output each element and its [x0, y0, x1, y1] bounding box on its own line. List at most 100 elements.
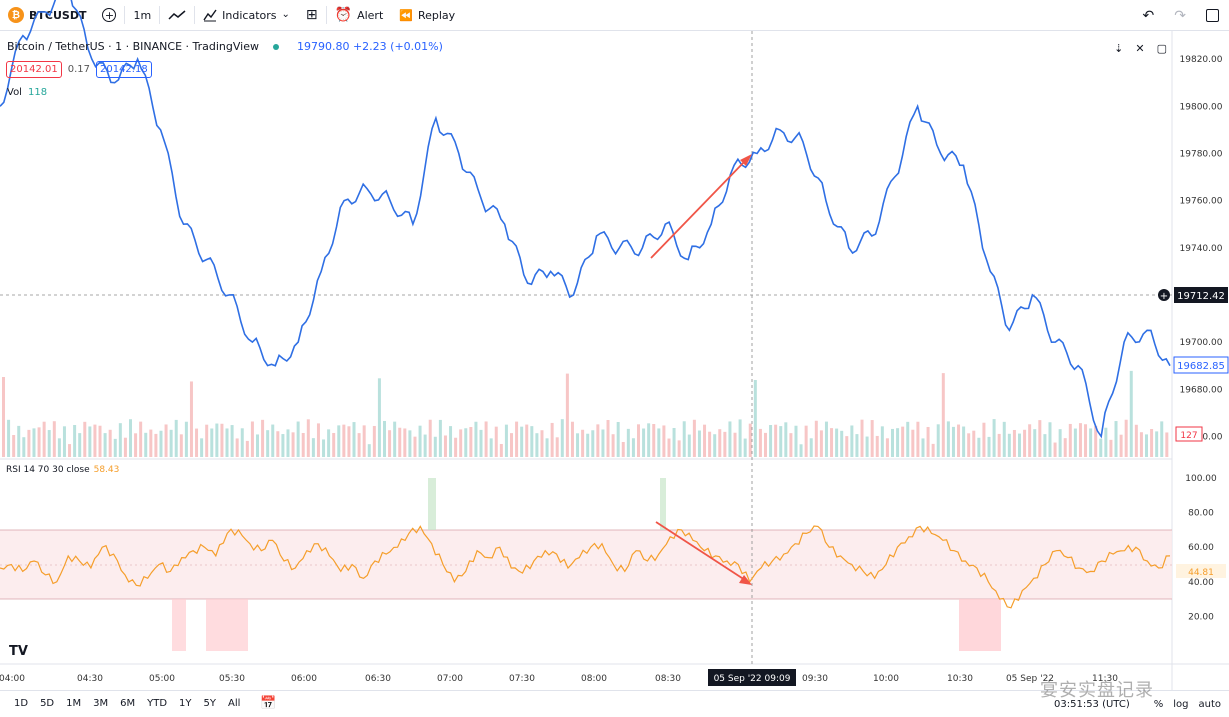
maximize-icon[interactable]: ▢: [1156, 42, 1167, 55]
sell-button[interactable]: 20142.01: [6, 61, 62, 78]
volume-bar: [784, 422, 788, 457]
volume-bar: [1012, 429, 1016, 457]
volume-bar: [951, 426, 955, 457]
volume-bar: [286, 429, 290, 457]
volume-bar: [570, 421, 574, 457]
range-button-all[interactable]: All: [228, 698, 241, 709]
volume-bar: [469, 426, 473, 457]
volume-bar: [637, 424, 640, 457]
volume-bar: [535, 433, 539, 457]
move-down-icon[interactable]: ⇣: [1114, 42, 1124, 55]
auto-toggle[interactable]: auto: [1198, 698, 1221, 710]
price-quote: 19790.80 +2.23 (+0.01%): [296, 40, 443, 53]
range-button-5d[interactable]: 5D: [40, 698, 55, 709]
volume-bar: [1063, 438, 1067, 457]
spread-value: 0.17: [67, 64, 90, 75]
volume-bar: [1002, 421, 1006, 457]
layouts-button[interactable]: ⊞: [298, 0, 326, 31]
volume-bar: [301, 433, 305, 457]
time-tick-label: 06:00: [291, 674, 317, 684]
alert-button[interactable]: ⏰ Alert: [327, 0, 392, 31]
price-line: [0, 0, 1171, 439]
range-button-5y[interactable]: 5Y: [203, 698, 217, 709]
trend-arrow-up[interactable]: [650, 154, 752, 259]
volume-bar: [977, 437, 981, 457]
volume-bar: [941, 373, 945, 457]
utc-clock[interactable]: 03:51:53 (UTC): [1054, 698, 1130, 710]
volume-bar: [433, 436, 437, 457]
time-tick-label: 06:30: [365, 674, 391, 684]
range-button-6m[interactable]: 6M: [120, 698, 136, 709]
volume-bar: [835, 428, 839, 457]
volume-bar: [870, 420, 874, 457]
compare-button[interactable]: +: [94, 0, 124, 31]
symbol-search-button[interactable]: ₿ BTCUSDT: [0, 0, 94, 31]
time-tick-label: 08:00: [581, 674, 607, 684]
volume-bar: [921, 438, 925, 457]
volume-bar: [322, 439, 326, 457]
undo-icon[interactable]: ↶: [1142, 7, 1155, 24]
range-button-1d[interactable]: 1D: [14, 698, 29, 709]
range-button-1y[interactable]: 1Y: [179, 698, 192, 709]
volume-bar: [215, 423, 219, 457]
volume-bar: [1018, 433, 1021, 457]
volume-bar: [357, 433, 361, 457]
volume-bar: [266, 430, 270, 457]
interval-button[interactable]: 1m: [125, 0, 159, 31]
volume-bar: [896, 428, 900, 457]
volume-bar: [281, 434, 285, 457]
replay-button[interactable]: ⏪ Replay: [391, 0, 463, 31]
volume-bar: [850, 425, 854, 457]
fullscreen-icon[interactable]: [1206, 9, 1219, 22]
buy-button[interactable]: 20142.18: [95, 61, 152, 78]
market-status-icon: [272, 43, 279, 50]
volume-bar: [1104, 427, 1108, 457]
volume-bar: [860, 419, 864, 457]
percent-toggle[interactable]: %: [1153, 698, 1164, 710]
volume-bar: [352, 422, 356, 457]
rsi-band: [0, 530, 1172, 599]
volume-bar: [987, 436, 991, 457]
chart-type-button[interactable]: [160, 0, 194, 31]
calendar-icon[interactable]: 📅: [260, 696, 277, 711]
volume-bar: [931, 443, 935, 457]
volume-bar: [408, 430, 412, 457]
range-button-3m[interactable]: 3M: [93, 698, 109, 709]
volume-bar: [824, 421, 828, 457]
volume-bar: [129, 419, 132, 457]
redo-icon[interactable]: ↷: [1174, 7, 1186, 24]
volume-bar: [7, 419, 11, 457]
date-range-buttons: 1D 5D 1M 3M 6M YTD 1Y 5Y All: [0, 698, 246, 709]
trend-arrow-down[interactable]: [655, 521, 752, 585]
volume-bar: [647, 423, 651, 457]
volume-title: Vol: [7, 87, 22, 98]
log-toggle[interactable]: log: [1173, 698, 1189, 710]
bottom-toolbar: 1D 5D 1M 3M 6M YTD 1Y 5Y All 📅 03:51:53 (UTC) % …: [0, 690, 1229, 716]
symbol-legend: Bitcoin / TetherUS · 1 · BINANCE · Tradi…: [7, 40, 443, 53]
range-button-ytd[interactable]: YTD: [147, 698, 168, 709]
volume-bar: [428, 419, 432, 457]
volume-bar: [992, 419, 996, 457]
volume-bar: [738, 419, 742, 457]
svg-text:19712.42: 19712.42: [1177, 291, 1225, 302]
volume-bar: [57, 438, 61, 457]
volume-bar: [1124, 419, 1128, 457]
volume-bar: [235, 438, 239, 457]
volume-bar: [718, 429, 722, 457]
volume-bar: [134, 433, 138, 457]
time-tick-label: 07:00: [437, 674, 463, 684]
buy-sell-panel: 20142.01 0.17 20142.18: [6, 61, 152, 78]
close-icon[interactable]: ✕: [1135, 42, 1145, 55]
volume-bar: [1150, 429, 1154, 457]
volume-bar: [1099, 438, 1103, 457]
indicators-button[interactable]: Indicators ⌄: [195, 0, 298, 31]
volume-bar: [804, 425, 808, 457]
volume-bar: [997, 433, 1001, 457]
add-alert-button[interactable]: +: [1158, 289, 1170, 302]
range-button-1m[interactable]: 1M: [66, 698, 82, 709]
volume-bar: [52, 421, 56, 457]
time-tick-label: 05 Sep '22: [1006, 674, 1054, 684]
time-tick-label: 04:00: [0, 674, 25, 684]
price-tick-label: 19760.00: [1180, 197, 1223, 207]
